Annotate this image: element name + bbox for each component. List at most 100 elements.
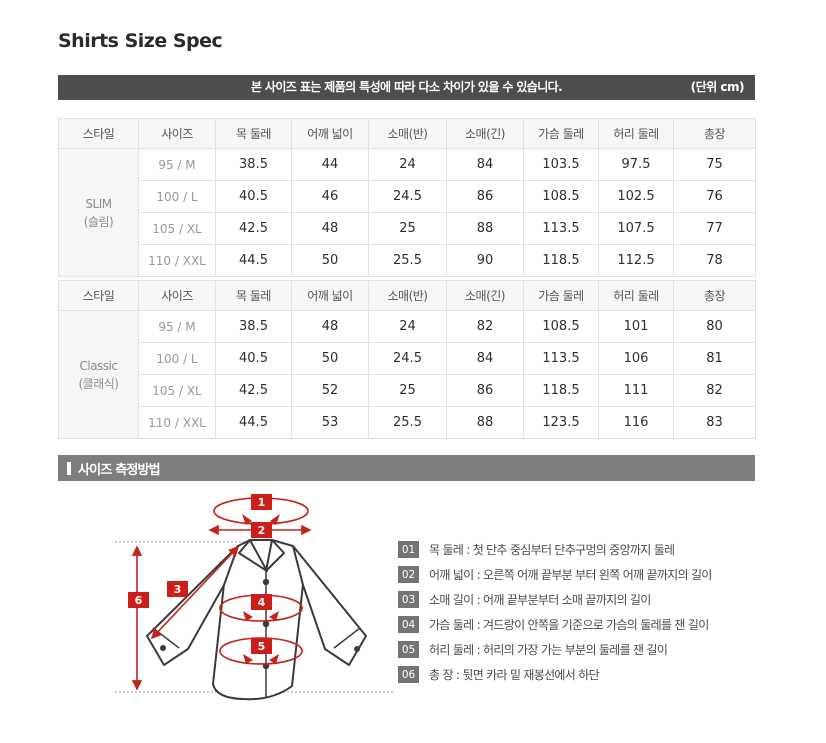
waist-arrowhead bbox=[269, 654, 279, 664]
value-cell: 77 bbox=[673, 212, 756, 245]
value-cell: 24 bbox=[368, 148, 447, 181]
style-name: SLIM bbox=[85, 196, 112, 211]
legend-number-badge: 03 bbox=[398, 591, 419, 608]
value-cell: 111 bbox=[598, 374, 674, 407]
size-cell: 100 / L bbox=[138, 180, 216, 213]
value-cell: 78 bbox=[673, 244, 756, 277]
shirt-button bbox=[262, 620, 270, 628]
legend-item: 04 가슴 둘레 : 겨드랑이 안쪽을 기준으로 가슴의 둘레를 잰 길이 bbox=[398, 616, 712, 633]
value-cell: 76 bbox=[673, 180, 756, 213]
value-cell: 25.5 bbox=[368, 244, 447, 277]
style-cell: SLIM (슬림) bbox=[58, 148, 139, 277]
shirt-measure-diagram: 1 2 3 4 5 6 bbox=[110, 488, 410, 718]
value-cell: 48 bbox=[291, 212, 369, 245]
size-cell: 105 / XL bbox=[138, 374, 216, 407]
value-cell: 52 bbox=[291, 374, 369, 407]
value-cell: 44.5 bbox=[215, 244, 292, 277]
value-cell: 44.5 bbox=[215, 406, 292, 439]
value-cell: 50 bbox=[291, 342, 369, 375]
value-cell: 81 bbox=[673, 342, 756, 375]
col-header: 목 둘레 bbox=[215, 118, 292, 149]
notice-text: 본 사이즈 표는 제품의 특성에 따라 다소 차이가 있을 수 있습니다. bbox=[250, 80, 563, 94]
value-cell: 113.5 bbox=[523, 212, 599, 245]
col-header: 소매(긴) bbox=[446, 280, 524, 311]
value-cell: 82 bbox=[446, 310, 524, 343]
section-title: 사이즈 측정방법 bbox=[78, 462, 161, 478]
value-cell: 50 bbox=[291, 244, 369, 277]
col-header: 사이즈 bbox=[138, 118, 216, 149]
legend-text: 허리 둘레 : 허리의 가장 가는 부분의 둘레를 잰 길이 bbox=[429, 643, 668, 657]
neck-arrowhead bbox=[270, 514, 280, 525]
value-cell: 90 bbox=[446, 244, 524, 277]
value-cell: 106 bbox=[598, 342, 674, 375]
col-header: 소매(반) bbox=[368, 118, 447, 149]
col-header: 가슴 둘레 bbox=[523, 280, 599, 311]
shirt-button bbox=[262, 578, 270, 586]
left-collar-wing bbox=[238, 539, 268, 572]
value-cell: 42.5 bbox=[215, 212, 292, 245]
value-cell: 116 bbox=[598, 406, 674, 439]
value-cell: 108.5 bbox=[523, 180, 599, 213]
col-header: 총장 bbox=[673, 280, 756, 311]
value-cell: 82 bbox=[673, 374, 756, 407]
legend-item: 05 허리 둘레 : 허리의 가장 가는 부분의 둘레를 잰 길이 bbox=[398, 641, 712, 658]
col-header: 총장 bbox=[673, 118, 756, 149]
value-cell: 38.5 bbox=[215, 148, 292, 181]
value-cell: 112.5 bbox=[598, 244, 674, 277]
size-cell: 105 / XL bbox=[138, 212, 216, 245]
col-header: 어깨 넓이 bbox=[291, 118, 369, 149]
unit-label: (단위 cm) bbox=[690, 80, 745, 94]
right-collar-wing bbox=[265, 539, 285, 572]
diagram-label-2: 2 bbox=[251, 522, 272, 538]
col-header: 가슴 둘레 bbox=[523, 118, 599, 149]
value-cell: 24.5 bbox=[368, 180, 447, 213]
legend-number-badge: 04 bbox=[398, 616, 419, 633]
value-cell: 101 bbox=[598, 310, 674, 343]
value-cell: 25.5 bbox=[368, 406, 447, 439]
value-cell: 75 bbox=[673, 148, 756, 181]
legend-text: 목 둘레 : 첫 단추 중심부터 단추구멍의 중앙까지 둘레 bbox=[429, 543, 675, 557]
diagram-label-1: 1 bbox=[251, 494, 272, 510]
value-cell: 107.5 bbox=[598, 212, 674, 245]
legend-number-badge: 06 bbox=[398, 666, 419, 683]
page-title: Shirts Size Spec bbox=[58, 30, 223, 52]
right-cuff-line bbox=[333, 627, 361, 649]
table-row: 105 / XL 42.5 52 25 86 118.5 111 82 bbox=[59, 374, 756, 407]
measure-section-bar: 사이즈 측정방법 bbox=[58, 455, 755, 481]
value-cell: 113.5 bbox=[523, 342, 599, 375]
value-cell: 84 bbox=[446, 342, 524, 375]
col-header: 목 둘레 bbox=[215, 280, 292, 311]
right-cuff-button bbox=[354, 646, 360, 652]
value-cell: 25 bbox=[368, 212, 447, 245]
value-cell: 46 bbox=[291, 180, 369, 213]
legend-text: 가슴 둘레 : 겨드랑이 안쪽을 기준으로 가슴의 둘레를 잰 길이 bbox=[429, 618, 709, 632]
value-cell: 88 bbox=[446, 406, 524, 439]
legend-item: 03 소매 길이 : 어깨 끝부분부터 소매 끝까지의 길이 bbox=[398, 591, 712, 608]
diagram-label-4: 4 bbox=[251, 594, 272, 610]
col-header: 허리 둘레 bbox=[598, 280, 674, 311]
table-header-row: 스타일 사이즈 목 둘레 어깨 넓이 소매(반) 소매(긴) 가슴 둘레 허리 … bbox=[58, 280, 756, 311]
col-header: 어깨 넓이 bbox=[291, 280, 369, 311]
style-name: Classic bbox=[79, 358, 118, 373]
sleeve-measure-arrow bbox=[150, 545, 240, 640]
legend-number-badge: 05 bbox=[398, 641, 419, 658]
diagram-label-3: 3 bbox=[167, 581, 188, 597]
value-cell: 24 bbox=[368, 310, 447, 343]
value-cell: 25 bbox=[368, 374, 447, 407]
legend-text: 총 장 : 뒷면 카라 밑 재봉선에서 하단 bbox=[429, 668, 600, 682]
value-cell: 118.5 bbox=[523, 244, 599, 277]
size-cell: 110 / XXL bbox=[138, 244, 216, 277]
value-cell: 83 bbox=[673, 406, 756, 439]
value-cell: 88 bbox=[446, 212, 524, 245]
waist-arrowhead bbox=[243, 654, 253, 664]
shirt-diagram-svg bbox=[115, 497, 395, 701]
value-cell: 80 bbox=[673, 310, 756, 343]
col-header: 스타일 bbox=[58, 118, 139, 149]
value-cell: 38.5 bbox=[215, 310, 292, 343]
legend-number-badge: 02 bbox=[398, 566, 419, 583]
section-tick-icon bbox=[67, 461, 71, 475]
size-cell: 95 / M bbox=[138, 148, 216, 181]
table-header-row: 스타일 사이즈 목 둘레 어깨 넓이 소매(반) 소매(긴) 가슴 둘레 허리 … bbox=[58, 118, 756, 149]
legend-item: 01 목 둘레 : 첫 단추 중심부터 단추구멍의 중앙까지 둘레 bbox=[398, 541, 712, 558]
legend-item: 06 총 장 : 뒷면 카라 밑 재봉선에서 하단 bbox=[398, 666, 712, 683]
